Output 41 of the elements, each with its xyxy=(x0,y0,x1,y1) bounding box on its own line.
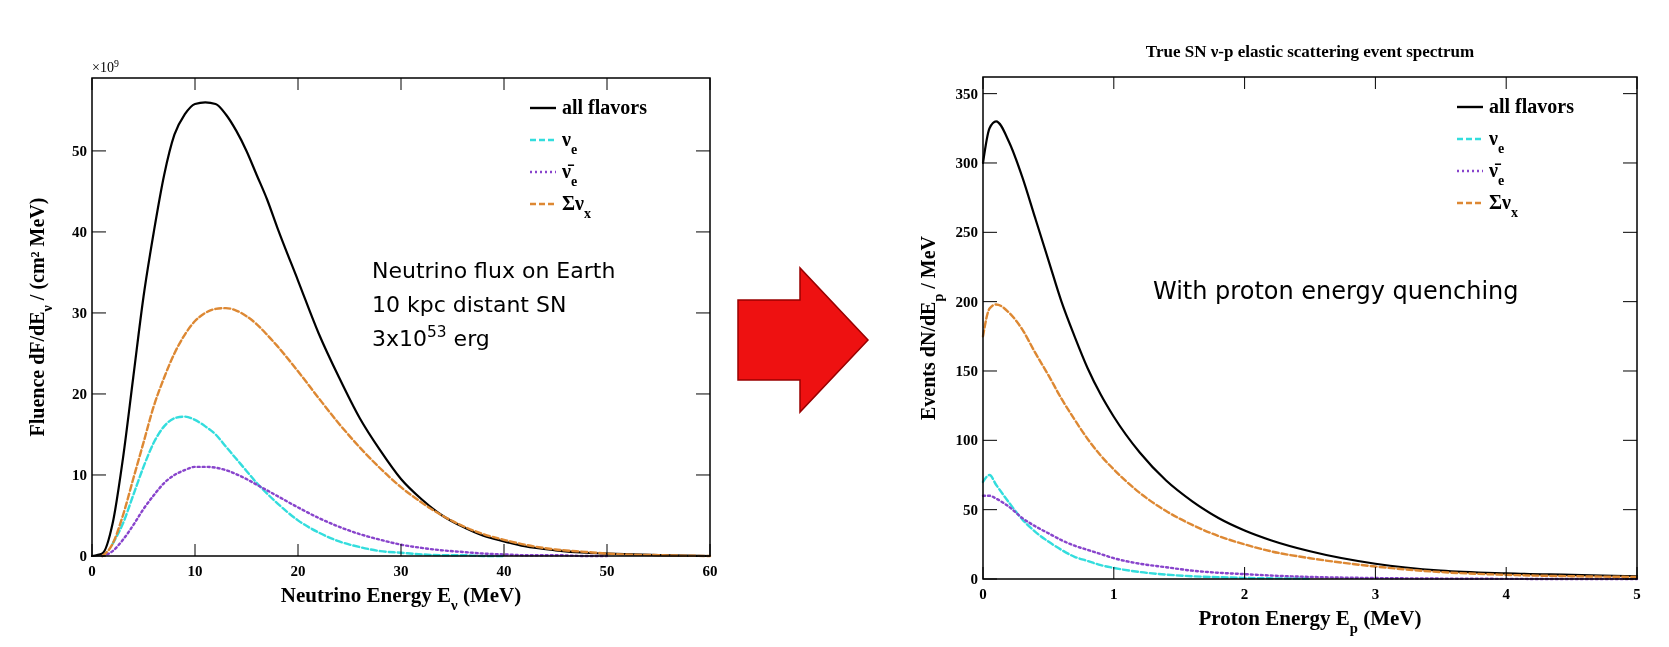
x-tick-label: 2 xyxy=(1240,586,1249,602)
annotation: 3x10$^{53}$ erg xyxy=(372,323,490,351)
legend-label: ν$_{e}$ xyxy=(561,128,578,157)
legend-label: ν̄$_{e}$ xyxy=(1488,159,1505,188)
y-tick-label: 20 xyxy=(72,385,87,402)
text: ×10$^{9}$ xyxy=(92,57,119,75)
x-tick-label: 1 xyxy=(1110,586,1118,602)
x-tick-label: 10 xyxy=(187,563,203,579)
annotation: 10 kpc distant SN xyxy=(372,292,567,317)
legend-label: Σν$_{x}$ xyxy=(1489,191,1519,220)
y-tick-label: 350 xyxy=(955,85,978,102)
legend-label: Σν$_{x}$ xyxy=(562,192,592,221)
y-tick-label: 30 xyxy=(72,304,87,321)
x-tick-label: 4 xyxy=(1502,586,1511,602)
x-tick-label: 20 xyxy=(290,563,306,579)
x-tick-label: 30 xyxy=(393,563,409,579)
x-tick-label: 3 xyxy=(1371,586,1380,602)
legend-label: ν̄$_{e}$ xyxy=(561,160,578,189)
x-tick-label: 5 xyxy=(1633,586,1641,602)
legend-label: all flavors xyxy=(1489,95,1575,117)
y-tick-label: 50 xyxy=(72,142,87,159)
y-tick-label: 0 xyxy=(79,548,87,564)
y-tick-label: 250 xyxy=(955,224,978,241)
y-tick-label: 300 xyxy=(955,154,978,171)
chart-title: True SN ν-p elastic scattering event spectrum xyxy=(1145,42,1475,61)
legend-label: all flavors xyxy=(562,96,648,118)
annotation: With proton energy quenching xyxy=(1153,277,1519,305)
y-tick-label: 100 xyxy=(955,432,978,449)
x-axis-title: Proton Energy E$_{p}$ (MeV) xyxy=(1198,606,1422,636)
x-tick-label: 40 xyxy=(496,563,512,579)
y-tick-label: 50 xyxy=(963,501,978,518)
x-tick-label: 60 xyxy=(702,563,718,579)
legend-label: ν$_{e}$ xyxy=(1488,127,1505,156)
x-tick-label: 50 xyxy=(599,563,615,579)
y-tick-label: 40 xyxy=(72,223,87,240)
y-tick-label: 200 xyxy=(955,293,978,310)
x-axis-title: Neutrino Energy E$_{ν}$ (MeV) xyxy=(280,583,522,613)
annotation: Neutrino flux on Earth xyxy=(372,258,616,283)
y-tick-label: 150 xyxy=(955,362,978,379)
line-series xyxy=(981,303,1639,579)
y-tick-label: 10 xyxy=(72,466,87,483)
